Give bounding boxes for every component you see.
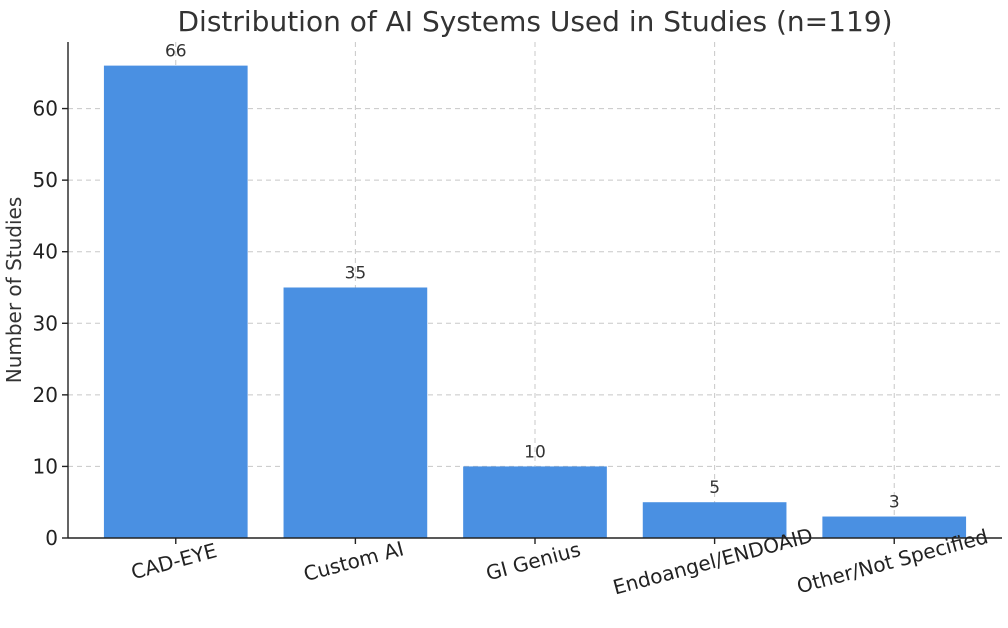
y-tick-label: 0 xyxy=(45,526,58,550)
x-tick-label: Custom AI xyxy=(301,536,406,586)
x-tick-label: CAD-EYE xyxy=(128,538,219,584)
y-tick-label: 10 xyxy=(33,454,58,478)
data-label: 5 xyxy=(709,478,720,498)
x-tick-label: GI Genius xyxy=(483,537,583,585)
bar xyxy=(103,65,248,538)
bar xyxy=(642,502,787,538)
data-labels: 66 35 10 5 3 xyxy=(165,42,900,513)
data-label: 35 xyxy=(345,263,367,283)
y-tick-label: 20 xyxy=(33,383,58,407)
data-label: 3 xyxy=(889,493,900,513)
y-tick-label: 60 xyxy=(33,97,58,121)
y-tick-label: 40 xyxy=(33,240,58,264)
y-axis-label: Number of Studies xyxy=(2,197,26,384)
chart-title: Distribution of AI Systems Used in Studi… xyxy=(177,5,892,38)
bar xyxy=(283,287,428,538)
y-axis-ticks: 0 10 20 30 40 50 60 xyxy=(33,97,68,550)
data-label: 10 xyxy=(524,442,546,462)
data-label: 66 xyxy=(165,42,187,62)
y-tick-label: 30 xyxy=(33,311,58,335)
bar xyxy=(822,516,967,538)
y-tick-label: 50 xyxy=(33,168,58,192)
bar xyxy=(463,466,607,538)
bars xyxy=(103,65,967,538)
